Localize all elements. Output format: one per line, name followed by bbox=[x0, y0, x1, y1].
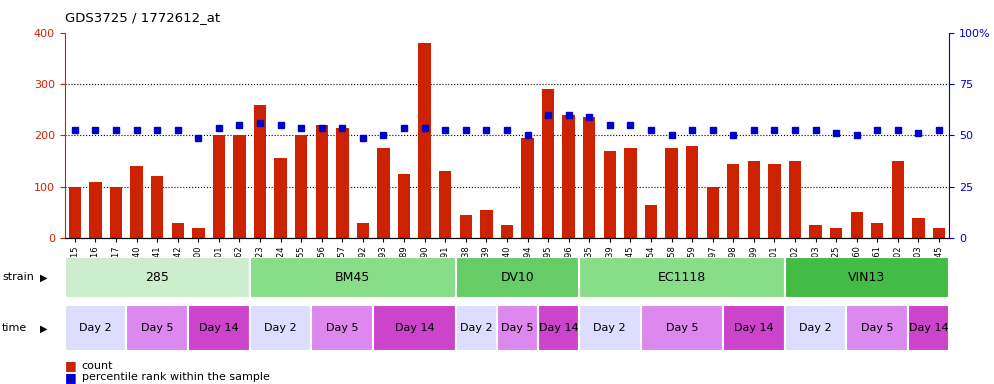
Bar bbox=[892, 161, 904, 238]
Text: ■: ■ bbox=[65, 371, 77, 384]
Bar bbox=[439, 171, 451, 238]
Bar bbox=[69, 187, 82, 238]
Bar bbox=[234, 136, 246, 238]
Bar bbox=[378, 148, 390, 238]
Bar bbox=[455, 257, 579, 298]
Bar bbox=[336, 127, 349, 238]
Bar bbox=[624, 148, 636, 238]
Bar bbox=[497, 305, 538, 351]
Bar bbox=[542, 89, 555, 238]
Bar bbox=[747, 161, 760, 238]
Bar bbox=[909, 305, 949, 351]
Text: VIN13: VIN13 bbox=[848, 271, 886, 284]
Bar bbox=[563, 115, 575, 238]
Bar bbox=[871, 223, 884, 238]
Bar bbox=[455, 305, 497, 351]
Text: GDS3725 / 1772612_at: GDS3725 / 1772612_at bbox=[65, 12, 220, 25]
Text: Day 2: Day 2 bbox=[264, 323, 297, 333]
Text: Day 2: Day 2 bbox=[460, 323, 492, 333]
Text: Day 14: Day 14 bbox=[395, 323, 434, 333]
Text: time: time bbox=[2, 323, 27, 333]
Bar bbox=[65, 305, 126, 351]
Bar bbox=[213, 136, 225, 238]
Bar bbox=[89, 182, 101, 238]
Bar bbox=[188, 305, 249, 351]
Bar bbox=[126, 305, 188, 351]
Bar bbox=[249, 305, 311, 351]
Text: percentile rank within the sample: percentile rank within the sample bbox=[82, 372, 269, 382]
Text: Day 5: Day 5 bbox=[326, 323, 359, 333]
Bar bbox=[645, 205, 657, 238]
Bar bbox=[418, 43, 430, 238]
Text: Day 2: Day 2 bbox=[593, 323, 626, 333]
Text: Day 5: Day 5 bbox=[666, 323, 698, 333]
Bar bbox=[151, 177, 163, 238]
Bar bbox=[686, 146, 698, 238]
Text: Day 5: Day 5 bbox=[861, 323, 894, 333]
Bar bbox=[357, 223, 369, 238]
Bar bbox=[665, 148, 678, 238]
Bar bbox=[784, 257, 949, 298]
Bar bbox=[727, 164, 740, 238]
Bar bbox=[172, 223, 184, 238]
Bar bbox=[130, 166, 143, 238]
Bar bbox=[583, 118, 595, 238]
Bar bbox=[459, 215, 472, 238]
Text: Day 14: Day 14 bbox=[539, 323, 579, 333]
Text: Day 2: Day 2 bbox=[80, 323, 111, 333]
Bar bbox=[912, 217, 924, 238]
Bar bbox=[316, 125, 328, 238]
Bar bbox=[579, 305, 641, 351]
Text: 285: 285 bbox=[145, 271, 169, 284]
Text: ▶: ▶ bbox=[40, 272, 48, 283]
Bar bbox=[295, 136, 307, 238]
Text: strain: strain bbox=[2, 272, 34, 283]
Bar bbox=[641, 305, 723, 351]
Bar bbox=[398, 174, 411, 238]
Text: Day 14: Day 14 bbox=[909, 323, 948, 333]
Text: Day 14: Day 14 bbox=[734, 323, 773, 333]
Bar bbox=[603, 151, 616, 238]
Text: EC1118: EC1118 bbox=[658, 271, 706, 284]
Bar bbox=[707, 187, 719, 238]
Bar bbox=[373, 305, 455, 351]
Text: DV10: DV10 bbox=[500, 271, 534, 284]
Text: Day 14: Day 14 bbox=[199, 323, 239, 333]
Text: Day 5: Day 5 bbox=[141, 323, 173, 333]
Bar bbox=[274, 159, 287, 238]
Bar bbox=[809, 225, 822, 238]
Bar bbox=[110, 187, 122, 238]
Text: BM45: BM45 bbox=[335, 271, 370, 284]
Bar bbox=[847, 305, 909, 351]
Bar bbox=[579, 257, 784, 298]
Bar bbox=[253, 104, 266, 238]
Bar bbox=[538, 305, 579, 351]
Bar bbox=[932, 228, 945, 238]
Text: Day 2: Day 2 bbox=[799, 323, 832, 333]
Bar bbox=[192, 228, 205, 238]
Bar bbox=[65, 257, 249, 298]
Bar bbox=[501, 225, 513, 238]
Text: ■: ■ bbox=[65, 359, 77, 372]
Bar bbox=[480, 210, 493, 238]
Bar bbox=[768, 164, 780, 238]
Text: Day 5: Day 5 bbox=[501, 323, 534, 333]
Bar bbox=[789, 161, 801, 238]
Bar bbox=[723, 305, 784, 351]
Bar bbox=[851, 212, 863, 238]
Bar bbox=[830, 228, 842, 238]
Bar bbox=[311, 305, 373, 351]
Text: ▶: ▶ bbox=[40, 323, 48, 333]
Text: count: count bbox=[82, 361, 113, 371]
Bar bbox=[521, 138, 534, 238]
Bar bbox=[784, 305, 847, 351]
Bar bbox=[249, 257, 455, 298]
